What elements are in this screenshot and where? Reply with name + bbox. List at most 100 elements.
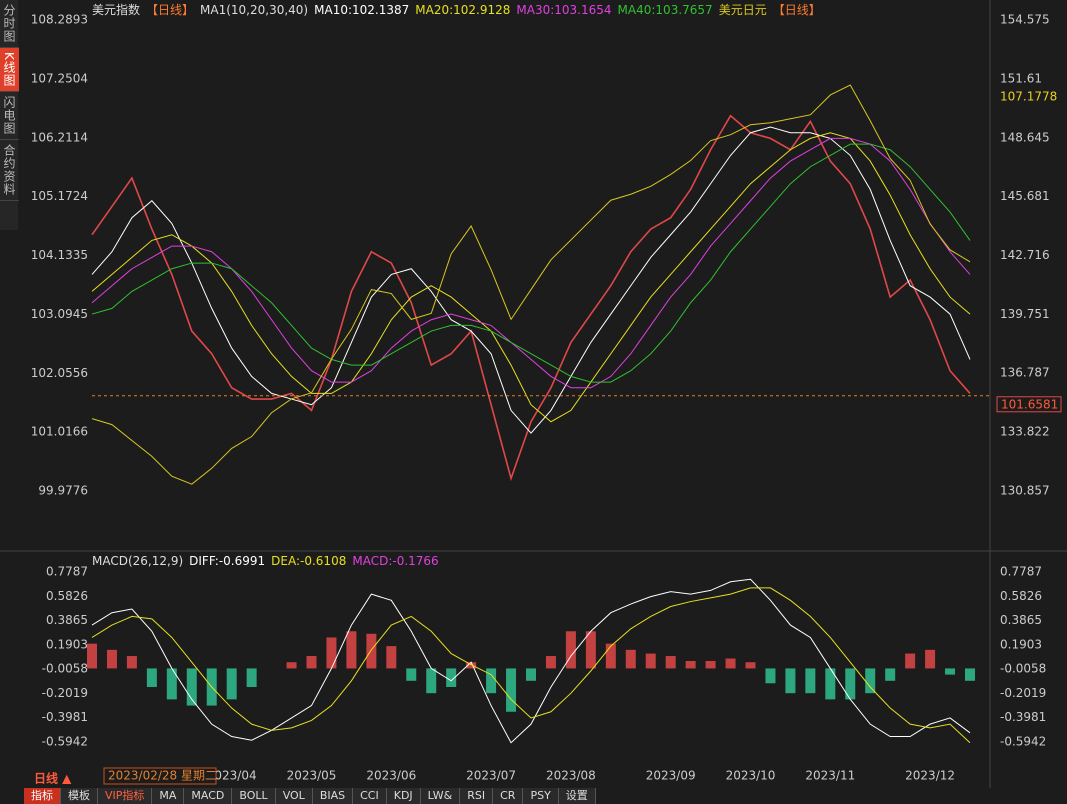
- sidebar-tab[interactable]: 闪电图: [0, 92, 19, 140]
- histogram-bar: [765, 668, 776, 684]
- histogram-bar: [366, 633, 377, 669]
- x-tick-label: 2023/12: [905, 769, 955, 783]
- period-toggle[interactable]: 日线 ▲: [34, 771, 72, 786]
- y2-tick-label: 130.857: [1000, 484, 1050, 498]
- indicator-tab[interactable]: 设置: [558, 788, 596, 804]
- y-tick-label-right: 0.1903: [1000, 637, 1042, 651]
- y-tick-label: -0.5942: [42, 734, 88, 748]
- series-line: [91, 114, 971, 482]
- indicator-tab[interactable]: 指标: [24, 788, 61, 804]
- histogram-bar: [645, 653, 656, 669]
- y2-tick-label: 145.681: [1000, 189, 1050, 203]
- sidebar-tab[interactable]: K线图: [0, 48, 19, 92]
- histogram-bar: [785, 668, 796, 694]
- legend-entry: MA10:102.1387: [314, 3, 409, 17]
- legend-entry: 美元日元: [719, 3, 767, 17]
- sidebar-tab[interactable]: 分时图: [0, 0, 19, 48]
- legend: MACD(26,12,9) DIFF:-0.6991 DEA:-0.6108 MACD…: [92, 554, 439, 568]
- legend-entry: MA30:103.1654: [516, 3, 611, 17]
- x-tick-label: 2023/06: [366, 769, 416, 783]
- histogram-bar: [725, 658, 736, 669]
- histogram-bar: [625, 649, 636, 669]
- histogram-bar: [905, 653, 916, 669]
- indicator-tab[interactable]: BIAS: [312, 788, 354, 804]
- histogram-bar: [306, 656, 317, 669]
- y-tick-label: 0.1903: [46, 637, 88, 651]
- y2-tick-label: 142.716: [1000, 248, 1050, 262]
- y-tick-label: 0.3865: [46, 613, 88, 627]
- indicator-tab[interactable]: CR: [493, 788, 524, 804]
- legend-entry: MACD:-0.1766: [352, 554, 438, 568]
- series-line: [91, 137, 971, 389]
- y-tick-label: -0.3981: [42, 710, 88, 724]
- indicator-tab[interactable]: MA: [152, 788, 185, 804]
- last-price-label: 101.6581: [1001, 397, 1058, 411]
- y-tick-label: 108.2893: [31, 12, 88, 26]
- legend: 美元指数 【日线】 MA1(10,20,30,40) MA10:102.1387 MA2…: [92, 2, 821, 17]
- indicator-tab[interactable]: BOLL: [232, 788, 276, 804]
- date-box: [103, 767, 217, 785]
- indicator: MA1(10,20,30,40): [200, 3, 308, 17]
- histogram-bar: [865, 668, 876, 694]
- y-tick-label-right: 0.5826: [1000, 589, 1042, 603]
- y2-tick-label: 139.751: [1000, 307, 1050, 321]
- y2-tick-label: 133.822: [1000, 425, 1050, 439]
- histogram-bar: [466, 662, 477, 669]
- histogram-bar: [585, 631, 596, 669]
- last-price-box: [996, 396, 1062, 413]
- indicator-tab[interactable]: VOL: [275, 788, 313, 804]
- histogram-bar: [87, 643, 97, 669]
- histogram-bar: [246, 668, 257, 687]
- indicator-tab[interactable]: VIP指标: [98, 788, 153, 804]
- histogram-bar: [126, 656, 137, 669]
- histogram-bar: [565, 631, 576, 669]
- histogram-bar: [426, 668, 437, 694]
- cursor-date: 2023/02/28 星期二: [108, 769, 217, 783]
- x-tick-label: 2023/04: [207, 769, 257, 783]
- histogram-bar: [106, 649, 117, 669]
- x-tick-label: 2023/05: [287, 769, 337, 783]
- histogram-bar: [605, 643, 616, 669]
- indicator-tab[interactable]: PSY: [523, 788, 559, 804]
- legend-entry: DIFF:-0.6991: [189, 554, 265, 568]
- sidebar: 分时图 K线图 闪电图 合约资料: [0, 0, 19, 230]
- y-tick-label: 101.0166: [31, 425, 88, 439]
- histogram-bar: [685, 660, 696, 669]
- indicator-tab[interactable]: MACD: [184, 788, 233, 804]
- indicator-tab[interactable]: CCI: [353, 788, 387, 804]
- y2-tick-label: 148.645: [1000, 130, 1050, 144]
- histogram-bar: [166, 668, 177, 700]
- sidebar-tab[interactable]: 合约资料: [0, 140, 19, 201]
- y-tick-label-right: 0.3865: [1000, 613, 1042, 627]
- y-tick-label: 0.7787: [46, 564, 88, 578]
- series-line: [91, 587, 971, 744]
- y-tick-label-right: -0.0058: [1000, 662, 1046, 676]
- histogram-bar: [146, 668, 157, 687]
- histogram-bar: [226, 668, 237, 700]
- histogram-bar: [805, 668, 816, 694]
- indicator-tab[interactable]: RSI: [460, 788, 494, 804]
- legend-entry: MA40:103.7657: [618, 3, 713, 17]
- y-tick-label: -0.2019: [42, 686, 88, 700]
- y-tick-label-right: -0.3981: [1000, 710, 1046, 724]
- title: MACD(26,12,9): [92, 554, 183, 568]
- legend-entry: DEA:-0.6108: [271, 554, 346, 568]
- indicator-tab[interactable]: KDJ: [386, 788, 421, 804]
- y2-tick-label: 151.61: [1000, 71, 1042, 85]
- period: 【日线】: [146, 3, 194, 17]
- y2-tick-label: 136.787: [1000, 366, 1050, 380]
- title: 美元指数: [92, 2, 140, 17]
- histogram-bar: [745, 662, 756, 669]
- histogram-bar: [506, 668, 517, 712]
- histogram-bar: [526, 668, 536, 681]
- indicator-tab[interactable]: LW&: [420, 788, 461, 804]
- series-line: [91, 143, 971, 383]
- histogram-bar: [705, 660, 716, 669]
- indicator-tabs: 指标 模板 VIP指标 MA MACD BOLL VOL BIAS CCI KDJ LW& RSI CR…: [24, 788, 596, 804]
- histogram-bar: [965, 668, 975, 681]
- histogram-bar: [945, 668, 956, 675]
- indicator-tab[interactable]: 模板: [61, 788, 98, 804]
- x-tick-label: 2023/10: [726, 769, 776, 783]
